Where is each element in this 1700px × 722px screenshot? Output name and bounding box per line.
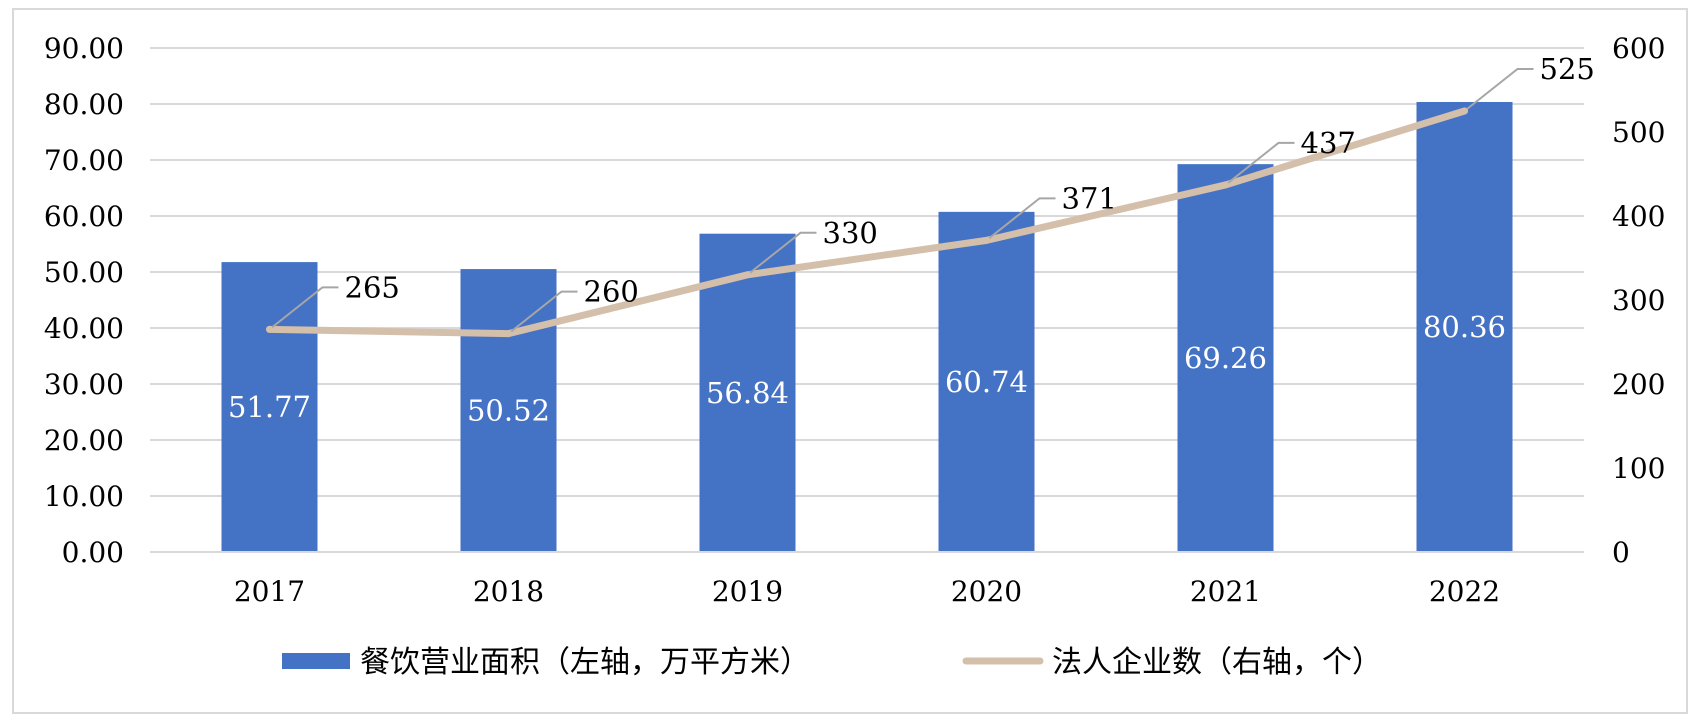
y-left-tick-label: 90.00 [44, 32, 124, 65]
legend-swatch-bar [282, 653, 350, 669]
x-tick-label: 2022 [1429, 575, 1500, 608]
y-right-tick-label: 100 [1612, 452, 1665, 485]
legend-label-bar: 餐饮营业面积（左轴，万平方米） [360, 645, 810, 680]
bar [699, 233, 796, 553]
line-path [266, 107, 1468, 338]
y-left-tick-label: 70.00 [44, 144, 124, 177]
y-right-tick-label: 600 [1612, 32, 1665, 65]
leader-line [268, 286, 339, 331]
legend: 餐饮营业面积（左轴，万平方米） 法人企业数（右轴，个） [282, 645, 1382, 680]
leader-line [1463, 68, 1534, 112]
bar [1177, 164, 1274, 553]
bar [938, 211, 1035, 552]
bar [1416, 101, 1513, 552]
line-point [1222, 181, 1229, 189]
line-point [266, 325, 273, 333]
leader-line [985, 197, 1056, 242]
bar-value-label: 69.26 [1184, 341, 1267, 375]
legend-label-line: 法人企业数（右轴，个） [1052, 645, 1382, 680]
leader-line [1224, 141, 1295, 186]
y-right-tick-label: 0 [1612, 536, 1630, 569]
bar-series: 51.77 50.52 56.84 60.74 69.26 80.36 [221, 101, 1513, 553]
line-point [744, 271, 751, 279]
line-point [1461, 107, 1468, 115]
y-left-tick-label: 10.00 [44, 480, 124, 513]
y-right-tick-label: 500 [1612, 116, 1665, 149]
y-left-tick-label: 20.00 [44, 424, 124, 457]
y-left-tick-label: 30.00 [44, 368, 124, 401]
x-tick-label: 2019 [712, 575, 783, 608]
y-left-tick-label: 40.00 [44, 312, 124, 345]
y-left-tick-label: 50.00 [44, 256, 124, 289]
bar [221, 262, 318, 552]
bar-value-label: 51.77 [228, 390, 311, 424]
y-axis-right: 0 100 200 300 400 500 600 [1612, 32, 1665, 569]
bar-value-label: 60.74 [945, 365, 1028, 399]
bar [460, 269, 557, 552]
line-value-label: 525 [1540, 52, 1595, 86]
bar-value-label: 56.84 [706, 376, 789, 410]
x-tick-label: 2017 [234, 575, 305, 608]
bar-value-label: 50.52 [467, 394, 550, 428]
y-left-tick-label: 60.00 [44, 200, 124, 233]
leader-line [507, 290, 578, 335]
y-axis-left: 0.00 10.00 20.00 30.00 40.00 50.00 60.00 70.00 8… [44, 32, 124, 569]
leader-line [746, 231, 817, 276]
y-right-tick-label: 300 [1612, 284, 1665, 317]
x-axis: 2017 2018 2019 2020 2021 2022 [234, 575, 1500, 608]
x-tick-label: 2021 [1190, 575, 1261, 608]
line-value-label: 265 [345, 270, 400, 304]
y-right-tick-label: 400 [1612, 200, 1665, 233]
bar-value-label: 80.36 [1423, 310, 1506, 344]
line-point [505, 330, 512, 338]
line-series: 265 260 330 371 437 525 [266, 52, 1595, 338]
x-tick-label: 2018 [473, 575, 544, 608]
y-left-tick-label: 0.00 [62, 536, 124, 569]
chart-frame [12, 8, 1688, 714]
y-left-tick-label: 80.00 [44, 88, 124, 121]
line-point [983, 236, 990, 244]
line-value-label: 260 [584, 275, 639, 309]
x-tick-label: 2020 [951, 575, 1022, 608]
line-value-label: 437 [1301, 126, 1356, 160]
line-value-label: 371 [1062, 181, 1117, 215]
y-right-tick-label: 200 [1612, 368, 1665, 401]
line-value-label: 330 [823, 216, 878, 250]
